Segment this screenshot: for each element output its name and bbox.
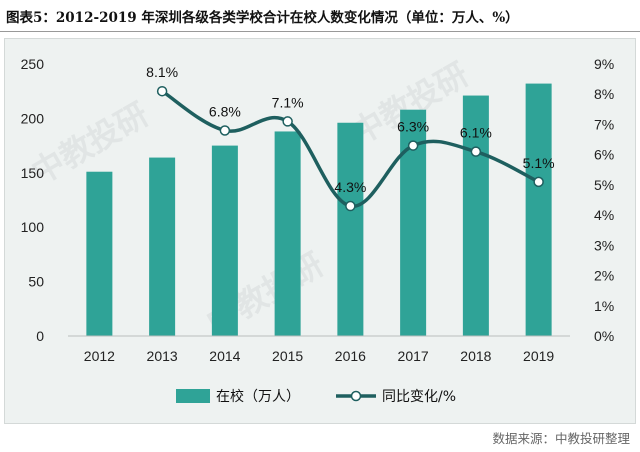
title-divider xyxy=(0,31,640,32)
y-left-tick: 50 xyxy=(28,274,44,290)
bar-2012 xyxy=(86,171,113,336)
legend-bar-label: 在校（万人） xyxy=(216,388,300,405)
y-left-tick: 250 xyxy=(21,56,45,72)
x-tick: 2014 xyxy=(209,348,240,364)
bar-2014 xyxy=(211,145,238,336)
data-label-2017: 6.3% xyxy=(397,119,429,135)
data-label-2015: 7.1% xyxy=(272,94,304,110)
y-right-tick: 2% xyxy=(594,268,614,284)
yoy-point-2016 xyxy=(345,200,356,212)
x-tick: 2017 xyxy=(398,348,429,364)
bar-2016 xyxy=(337,122,364,336)
y-right-tick: 8% xyxy=(594,86,614,102)
y-right-tick: 6% xyxy=(594,147,614,163)
y-right-tick: 1% xyxy=(594,298,614,314)
y-right-tick: 5% xyxy=(594,177,614,193)
legend-line-marker xyxy=(350,390,362,402)
y-right-tick: 9% xyxy=(594,56,614,72)
bar-2018 xyxy=(462,95,489,336)
bar-2019 xyxy=(525,83,552,336)
bar-2015 xyxy=(274,131,301,336)
x-tick: 2019 xyxy=(523,348,554,364)
y-left-tick: 150 xyxy=(21,165,45,181)
yoy-point-2017 xyxy=(407,140,419,151)
yoy-point-2015 xyxy=(282,116,293,127)
data-label-2019: 5.1% xyxy=(523,155,555,171)
legend-bar-swatch xyxy=(176,389,210,403)
x-tick: 2012 xyxy=(84,348,115,364)
data-label-2014: 6.8% xyxy=(209,103,241,119)
yoy-point-2013 xyxy=(156,85,168,97)
chart-title: 图表5：2012-2019 年深圳各级各类学校合计在校人数变化情况（单位：万人、… xyxy=(6,10,519,26)
source-note: 数据来源：中教投研整理 xyxy=(492,431,630,446)
y-left-tick: 100 xyxy=(21,219,45,235)
data-label-2016: 4.3% xyxy=(334,179,366,195)
x-tick: 2013 xyxy=(147,348,178,364)
x-tick: 2016 xyxy=(335,348,366,364)
legend-line-label: 同比变化/% xyxy=(382,389,456,405)
x-tick: 2018 xyxy=(460,348,491,364)
yoy-point-2019 xyxy=(533,176,544,188)
yoy-point-2018 xyxy=(470,146,482,157)
y-right-tick: 7% xyxy=(594,116,614,132)
x-tick: 2015 xyxy=(272,348,303,364)
y-right-tick: 4% xyxy=(594,207,614,223)
data-label-2018: 6.1% xyxy=(460,125,492,141)
y-right-tick: 0% xyxy=(594,328,614,344)
data-label-2013: 8.1% xyxy=(146,64,178,80)
yoy-point-2014 xyxy=(219,125,231,136)
y-left-tick: 200 xyxy=(21,110,45,126)
y-left-tick: 0 xyxy=(36,328,44,344)
bar-2013 xyxy=(149,157,176,336)
y-right-tick: 3% xyxy=(594,237,614,253)
